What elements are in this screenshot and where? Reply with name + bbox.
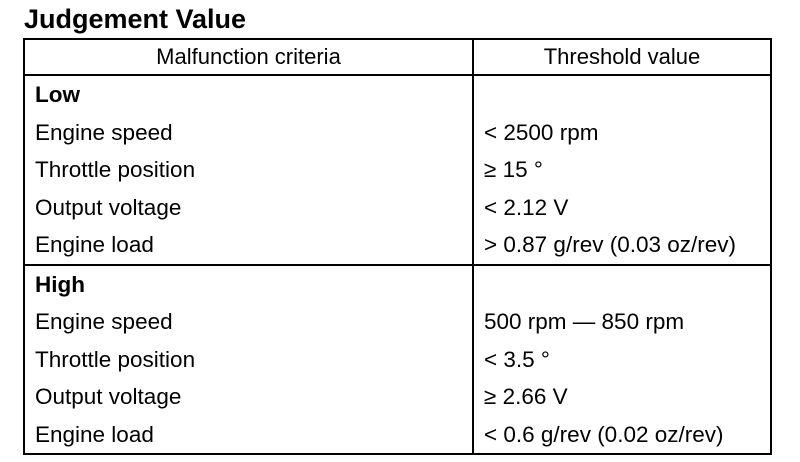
threshold-cell: ≥ 15 ° xyxy=(484,157,543,182)
group-label: High xyxy=(35,271,85,297)
table-group-high: High Engine speed Throttle position Outp… xyxy=(25,263,770,454)
table-group-low: Low Engine speed Throttle position Outpu… xyxy=(25,76,770,264)
column-header-criteria: Malfunction criteria xyxy=(156,44,341,69)
criteria-cell: Engine speed xyxy=(35,119,173,145)
threshold-column: < 2500 rpm ≥ 15 ° < 2.12 V > 0.87 g/rev … xyxy=(472,76,770,264)
criteria-cell: Output voltage xyxy=(35,194,182,220)
criteria-cell: Engine load xyxy=(35,232,154,257)
table-header-row: Malfunction criteria Threshold value xyxy=(25,40,770,76)
threshold-cell: < 2.12 V xyxy=(484,194,569,220)
judgement-value-table: Malfunction criteria Threshold value Low… xyxy=(23,38,772,455)
threshold-cell: < 3.5 ° xyxy=(484,346,550,372)
threshold-column: 500 rpm — 850 rpm < 3.5 ° ≥ 2.66 V < 0.6… xyxy=(472,265,770,453)
criteria-cell: Engine speed xyxy=(35,309,173,334)
criteria-column: Low Engine speed Throttle position Outpu… xyxy=(25,76,472,264)
criteria-cell: Throttle position xyxy=(35,157,196,182)
column-header-threshold: Threshold value xyxy=(472,40,770,74)
threshold-cell: 500 rpm — 850 rpm xyxy=(484,309,685,334)
threshold-cell: < 0.6 g/rev (0.02 oz/rev) xyxy=(484,421,724,447)
group-label: Low xyxy=(35,82,80,107)
threshold-cell: > 0.87 g/rev (0.03 oz/rev) xyxy=(484,232,737,257)
criteria-cell: Throttle position xyxy=(35,346,196,372)
criteria-cell: Engine load xyxy=(35,421,154,447)
page-title: Judgement Value xyxy=(24,4,247,34)
empty-cell xyxy=(484,266,770,304)
threshold-cell: ≥ 2.66 V xyxy=(484,384,568,409)
empty-cell xyxy=(484,76,770,114)
criteria-column: High Engine speed Throttle position Outp… xyxy=(25,266,472,454)
criteria-cell: Output voltage xyxy=(35,384,182,409)
threshold-cell: < 2500 rpm xyxy=(484,119,599,145)
